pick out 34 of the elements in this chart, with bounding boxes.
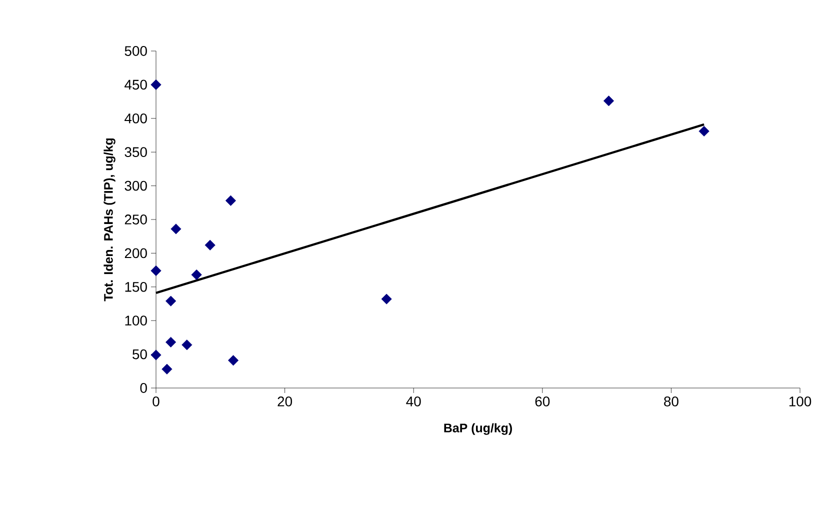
x-tick-label: 80	[664, 396, 678, 406]
y-tick-label: 450	[124, 80, 147, 90]
point	[381, 294, 392, 304]
point	[698, 126, 710, 136]
y-tick-label: 200	[124, 248, 147, 258]
point	[166, 336, 176, 348]
point	[603, 96, 614, 106]
point	[162, 364, 172, 374]
x-tick-label: 100	[789, 396, 812, 406]
x-tick-label: 40	[406, 396, 421, 406]
y-tick-label: 350	[124, 147, 147, 158]
y-tick-label: 250	[124, 214, 147, 224]
x-tick-label: 0	[152, 396, 160, 406]
x-tick-label: 60	[535, 396, 550, 406]
point	[150, 350, 162, 360]
point	[228, 355, 239, 366]
y-tick-label: 150	[125, 282, 147, 292]
y-tick-label: 400	[124, 113, 147, 124]
y-tick-label: 100	[125, 316, 147, 326]
y-axis-title: Tot. Iden. PAHs (TIP), ug/kg	[104, 138, 116, 302]
point	[170, 224, 182, 234]
y-tick-label: 0	[140, 383, 147, 393]
x-tick-label: 20	[278, 396, 292, 406]
point	[204, 240, 216, 250]
y-tick-label: 300	[124, 180, 147, 191]
x-axis-title: BaP (ug/kg)	[444, 423, 512, 435]
point	[191, 269, 202, 280]
point	[182, 340, 192, 350]
y-tick-label: 50	[132, 349, 147, 360]
y-tick-label: 500	[124, 46, 147, 56]
point	[150, 265, 162, 276]
point	[225, 195, 236, 206]
point	[166, 296, 176, 306]
point	[150, 79, 162, 90]
